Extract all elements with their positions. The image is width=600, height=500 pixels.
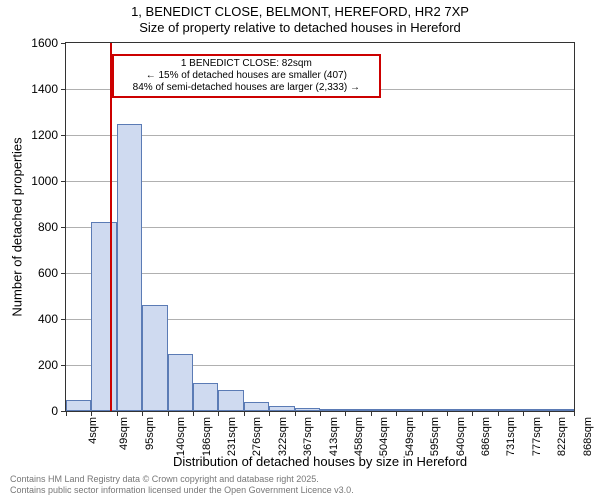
x-tick — [523, 411, 524, 416]
x-tick-label: 367sqm — [302, 417, 314, 456]
y-axis-label: Number of detached properties — [10, 137, 25, 316]
y-tick-label: 0 — [51, 404, 58, 418]
x-tick-label: 595sqm — [429, 417, 441, 456]
x-tick — [66, 411, 67, 416]
plot-inner: 020040060080010001200140016001 BENEDICT … — [66, 43, 574, 411]
gridline — [66, 227, 574, 228]
chart-title-line1: 1, BENEDICT CLOSE, BELMONT, HEREFORD, HR… — [0, 4, 600, 19]
x-tick-label: 731sqm — [506, 417, 518, 456]
x-tick-label: 413sqm — [328, 417, 340, 456]
y-tick — [61, 43, 66, 44]
y-tick — [61, 365, 66, 366]
y-tick — [61, 273, 66, 274]
marker-line — [110, 43, 112, 411]
x-tick — [168, 411, 169, 416]
histogram-bar — [218, 390, 243, 411]
x-tick-label: 186sqm — [201, 417, 213, 456]
x-tick-label: 640sqm — [455, 417, 467, 456]
x-tick-label: 777sqm — [531, 417, 543, 456]
x-tick — [396, 411, 397, 416]
y-tick — [61, 319, 66, 320]
histogram-bar — [472, 409, 497, 411]
y-tick-label: 1200 — [31, 128, 58, 142]
y-tick — [61, 135, 66, 136]
y-tick — [61, 227, 66, 228]
x-tick — [117, 411, 118, 416]
x-tick-label: 458sqm — [353, 417, 365, 456]
x-tick — [320, 411, 321, 416]
x-tick-label: 822sqm — [556, 417, 568, 456]
annotation-line: 84% of semi-detached houses are larger (… — [118, 82, 375, 94]
gridline — [66, 135, 574, 136]
histogram-bar — [295, 408, 320, 411]
histogram-bar — [549, 409, 574, 411]
y-tick-label: 400 — [38, 312, 58, 326]
y-tick-label: 1400 — [31, 82, 58, 96]
y-tick — [61, 181, 66, 182]
x-tick — [91, 411, 92, 416]
x-tick — [549, 411, 550, 416]
x-tick-label: 322sqm — [277, 417, 289, 456]
x-tick — [295, 411, 296, 416]
histogram-bar — [396, 409, 421, 411]
footer-attribution: Contains HM Land Registry data © Crown c… — [10, 474, 354, 496]
x-tick — [269, 411, 270, 416]
x-tick-label: 868sqm — [582, 417, 594, 456]
histogram-bar — [168, 354, 193, 412]
histogram-bar — [91, 222, 116, 411]
x-tick-label: 504sqm — [379, 417, 391, 456]
x-tick-label: 4sqm — [87, 417, 99, 444]
gridline — [66, 181, 574, 182]
gridline — [66, 273, 574, 274]
x-tick — [422, 411, 423, 416]
x-axis-label: Distribution of detached houses by size … — [65, 454, 575, 469]
y-axis-label-wrap: Number of detached properties — [10, 42, 24, 412]
histogram-bar — [523, 409, 548, 411]
footer-line2: Contains public sector information licen… — [10, 485, 354, 496]
histogram-bar — [345, 409, 370, 411]
y-tick — [61, 89, 66, 90]
y-tick-label: 1000 — [31, 174, 58, 188]
y-tick-label: 600 — [38, 266, 58, 280]
y-tick-label: 200 — [38, 358, 58, 372]
y-tick-label: 1600 — [31, 36, 58, 50]
histogram-bar — [320, 409, 345, 411]
histogram-bar — [193, 383, 218, 411]
histogram-bar — [269, 406, 294, 411]
annotation-line: ← 15% of detached houses are smaller (40… — [118, 70, 375, 82]
annotation-box: 1 BENEDICT CLOSE: 82sqm← 15% of detached… — [112, 54, 381, 98]
chart-title-line2: Size of property relative to detached ho… — [0, 20, 600, 35]
x-tick-label: 276sqm — [252, 417, 264, 456]
x-tick — [142, 411, 143, 416]
histogram-bar — [117, 124, 142, 412]
histogram-bar — [66, 400, 91, 412]
x-tick — [498, 411, 499, 416]
chart-container: 1, BENEDICT CLOSE, BELMONT, HEREFORD, HR… — [0, 0, 600, 500]
x-tick — [193, 411, 194, 416]
x-tick — [371, 411, 372, 416]
histogram-bar — [422, 409, 447, 411]
x-tick-label: 686sqm — [480, 417, 492, 456]
footer-line1: Contains HM Land Registry data © Crown c… — [10, 474, 354, 485]
x-tick-label: 140sqm — [175, 417, 187, 456]
y-tick-label: 800 — [38, 220, 58, 234]
x-tick — [345, 411, 346, 416]
x-tick — [218, 411, 219, 416]
x-tick — [447, 411, 448, 416]
x-tick — [472, 411, 473, 416]
x-tick-label: 95sqm — [144, 417, 156, 450]
x-tick-label: 549sqm — [404, 417, 416, 456]
annotation-line: 1 BENEDICT CLOSE: 82sqm — [118, 58, 375, 70]
x-tick — [244, 411, 245, 416]
x-tick — [574, 411, 575, 416]
histogram-bar — [498, 409, 523, 411]
histogram-bar — [244, 402, 269, 411]
histogram-bar — [142, 305, 167, 411]
histogram-bar — [447, 409, 472, 411]
plot-area: 020040060080010001200140016001 BENEDICT … — [65, 42, 575, 412]
x-tick-label: 231sqm — [226, 417, 238, 456]
histogram-bar — [371, 409, 396, 411]
x-tick-label: 49sqm — [118, 417, 130, 450]
